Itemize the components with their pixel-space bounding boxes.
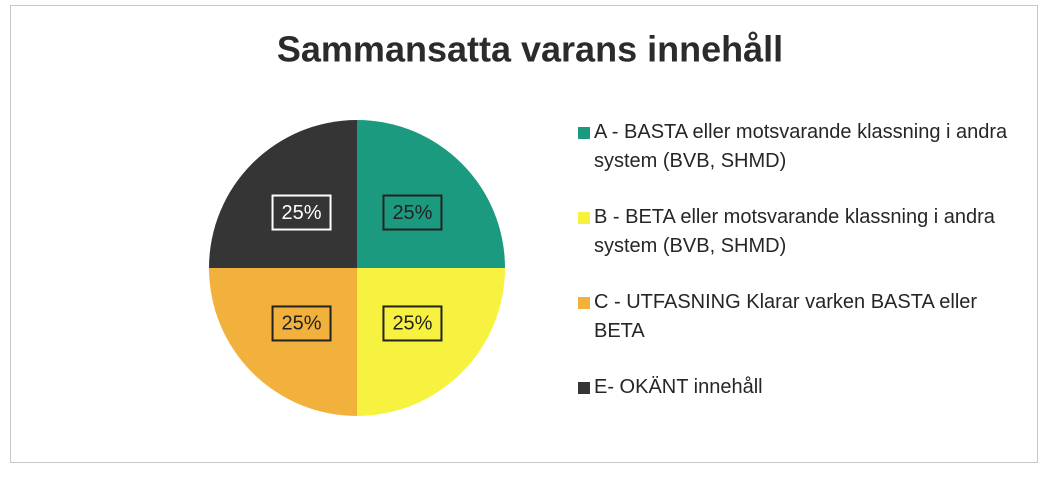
legend-item: C - UTFASNING Klarar varken BASTA eller …: [578, 288, 1028, 346]
data-label-box: [271, 194, 332, 231]
legend: A - BASTA eller motsvarande klassning i …: [578, 118, 1028, 429]
data-label-box: [382, 194, 443, 231]
legend-item: E- OKÄNT innehåll: [578, 373, 1028, 402]
legend-swatch: [578, 382, 590, 394]
pie-slice: [357, 268, 505, 416]
legend-swatch: [578, 212, 590, 224]
chart-frame: [10, 5, 1038, 463]
pie-slice: [209, 120, 357, 268]
data-label: 25%: [392, 313, 432, 335]
legend-label: B - BETA eller motsvarande klassning i a…: [594, 206, 995, 257]
pie-slice: [209, 268, 357, 416]
legend-label: A - BASTA eller motsvarande klassning i …: [594, 121, 1008, 172]
data-label-box: [382, 305, 443, 342]
data-label: 25%: [392, 202, 432, 224]
legend-label: C - UTFASNING Klarar varken BASTA eller …: [594, 291, 978, 342]
data-label: 25%: [282, 202, 322, 224]
legend-item: A - BASTA eller motsvarande klassning i …: [578, 118, 1028, 176]
legend-swatch: [578, 297, 590, 309]
pie-slice: [357, 120, 505, 268]
legend-item: B - BETA eller motsvarande klassning i a…: [578, 203, 1028, 261]
data-label: 25%: [282, 313, 322, 335]
data-label-box: [271, 305, 332, 342]
chart-title: Sammansatta varans innehåll: [277, 29, 783, 70]
legend-swatch: [578, 127, 590, 139]
legend-label: E- OKÄNT innehåll: [594, 376, 763, 398]
